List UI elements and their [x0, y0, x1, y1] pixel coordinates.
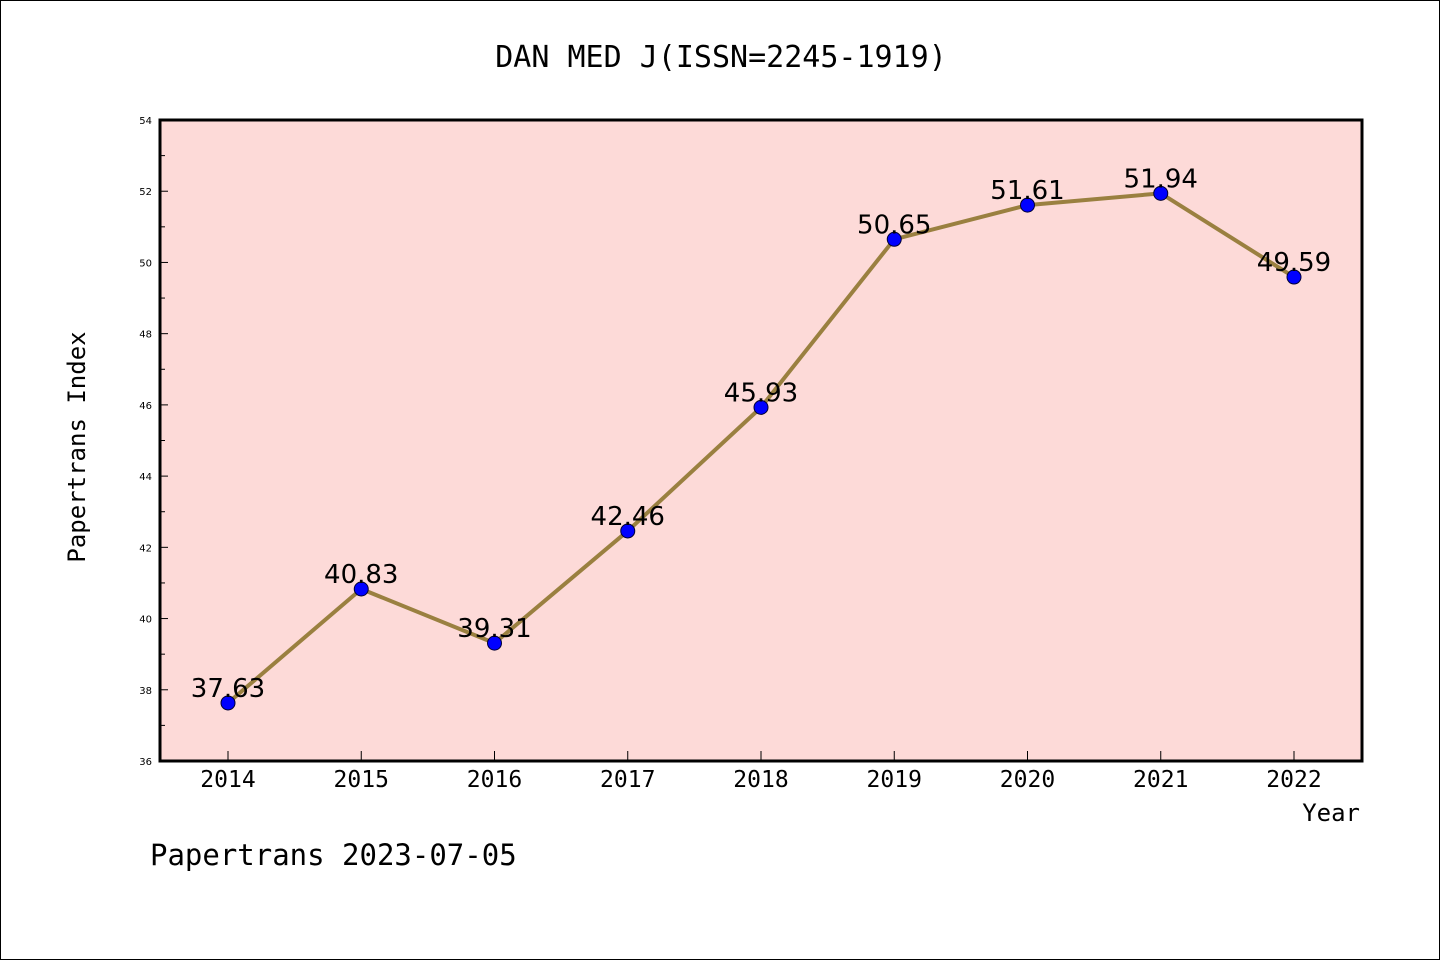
- data-point: [886, 231, 902, 247]
- y-axis-title: Papertrans Index: [63, 331, 91, 562]
- x-axis-title: Year: [1302, 799, 1360, 827]
- data-label: 49.59: [1257, 248, 1331, 278]
- y-tick-label: 48: [139, 330, 152, 341]
- x-tick-label: 2018: [733, 767, 788, 793]
- x-tick-label: 2022: [1266, 767, 1321, 793]
- x-tick-label: 2016: [467, 767, 522, 793]
- y-tick-label: 38: [139, 686, 152, 697]
- x-tick-label: 2019: [867, 767, 922, 793]
- data-point: [753, 399, 769, 415]
- x-axis: 2014 2015 2016 2017 2018 2019 2020 2021 2022: [200, 751, 1322, 793]
- plot-area: [158, 118, 1364, 763]
- data-point: [220, 695, 236, 711]
- data-label: 39.31: [457, 614, 531, 644]
- x-tick-label: 2021: [1133, 767, 1188, 793]
- data-label: 51.94: [1124, 164, 1198, 194]
- x-tick-label: 2017: [600, 767, 655, 793]
- data-point: [1020, 197, 1035, 213]
- y-tick-label: 54: [139, 116, 152, 127]
- y-tick-label: 44: [139, 472, 152, 483]
- footer-text: Papertrans 2023-07-05: [150, 838, 517, 872]
- y-axis: 36 38 40 42 44 46 48 50 52 54: [139, 116, 168, 768]
- data-label: 45.93: [724, 378, 798, 408]
- x-tick-label: 2020: [1000, 767, 1055, 793]
- chart-title: DAN MED J(ISSN=2245-1919): [495, 40, 947, 75]
- y-tick-label: 46: [139, 401, 152, 412]
- data-label: 40.83: [324, 560, 398, 590]
- y-tick-label: 50: [139, 258, 152, 269]
- data-point: [1286, 269, 1302, 285]
- data-label: 42.46: [591, 502, 665, 532]
- data-label: 51.61: [990, 176, 1064, 206]
- data-point: [1153, 185, 1169, 201]
- x-tick-label: 2015: [334, 767, 389, 793]
- series-line-group: [220, 185, 1302, 711]
- data-point: [353, 581, 369, 597]
- data-point: [487, 635, 502, 651]
- data-label: 37.63: [191, 674, 265, 704]
- y-tick-label: 52: [139, 187, 152, 198]
- y-tick-label: 40: [139, 615, 152, 626]
- x-tick-label: 2014: [200, 767, 255, 793]
- data-point: [620, 523, 636, 539]
- data-label: 50.65: [857, 210, 931, 240]
- y-tick-label: 42: [139, 543, 152, 554]
- data-label-group: 37.63 40.83 39.31 42.46 45.93 50.65 51.61 51.94…: [191, 164, 1331, 704]
- y-tick-label: 36: [139, 757, 152, 768]
